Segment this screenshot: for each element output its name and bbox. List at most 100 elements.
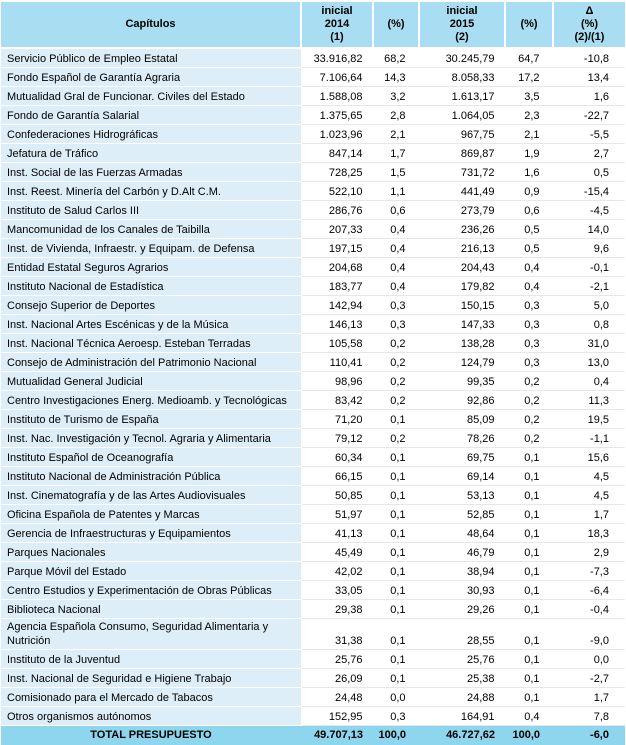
pct-2014-cell: 0,1 <box>373 410 419 429</box>
delta-cell: -9,0 <box>553 619 625 650</box>
delta-cell: 0,0 <box>553 650 625 669</box>
value-2015-cell: 138,28 <box>419 334 505 353</box>
delta-cell: 0,4 <box>553 372 625 391</box>
chapter-name-cell: Instituto Nacional de Administración Púb… <box>1 467 301 486</box>
pct-2015-cell: 0,4 <box>505 277 553 296</box>
delta-cell: 0,5 <box>553 163 625 182</box>
chapter-name-cell: Inst. Nacional Técnica Aeroesp. Esteban … <box>1 334 301 353</box>
pct-2014-cell: 0,1 <box>373 448 419 467</box>
total-label-cell: TOTAL PRESUPUESTO <box>1 726 301 745</box>
delta-cell: 1,7 <box>553 688 625 707</box>
delta-cell: 11,3 <box>553 391 625 410</box>
chapter-name-cell: Biblioteca Nacional <box>1 600 301 619</box>
value-2014-cell: 60,34 <box>301 448 373 467</box>
table-row: Mutualidad Gral de Funcionar. Civiles de… <box>1 87 625 106</box>
pct-2014-cell: 0,6 <box>373 201 419 220</box>
table-row: Inst. Reest. Minería del Carbón y D.Alt … <box>1 182 625 201</box>
value-2014-cell: 847,14 <box>301 144 373 163</box>
pct-2014-cell: 2,8 <box>373 106 419 125</box>
value-2014-cell: 197,15 <box>301 239 373 258</box>
value-2015-cell: 24,88 <box>419 688 505 707</box>
value-2014-cell: 41,13 <box>301 524 373 543</box>
table-header: Capítulos inicial 2014 (1) (%) inicial 2… <box>1 2 625 48</box>
delta-cell: -4,5 <box>553 201 625 220</box>
value-2015-cell: 38,94 <box>419 562 505 581</box>
chapter-name-cell: Mutualidad Gral de Funcionar. Civiles de… <box>1 87 301 106</box>
value-2014-cell: 110,41 <box>301 353 373 372</box>
value-2014-cell: 24,48 <box>301 688 373 707</box>
total-pct-2015-cell: 100,0 <box>505 726 553 745</box>
pct-2014-cell: 0,4 <box>373 239 419 258</box>
pct-2014-cell: 0,2 <box>373 353 419 372</box>
chapter-name-cell: Entidad Estatal Seguros Agrarios <box>1 258 301 277</box>
value-2015-cell: 1.613,17 <box>419 87 505 106</box>
pct-2015-cell: 2,3 <box>505 106 553 125</box>
value-2014-cell: 50,85 <box>301 486 373 505</box>
delta-cell: 1,7 <box>553 505 625 524</box>
chapter-name-cell: Instituto de Salud Carlos III <box>1 201 301 220</box>
value-2015-cell: 731,72 <box>419 163 505 182</box>
delta-cell: -7,3 <box>553 562 625 581</box>
total-pct-2014-cell: 100,0 <box>373 726 419 745</box>
col-header-capitulos: Capítulos <box>1 2 301 48</box>
delta-cell: 1,6 <box>553 87 625 106</box>
delta-cell: 7,8 <box>553 707 625 726</box>
table-footer: TOTAL PRESUPUESTO 49.707,13 100,0 46.727… <box>1 726 625 745</box>
pct-2014-cell: 0,1 <box>373 669 419 688</box>
value-2015-cell: 30.245,79 <box>419 48 505 68</box>
pct-2014-cell: 0,1 <box>373 467 419 486</box>
pct-2015-cell: 0,3 <box>505 315 553 334</box>
pct-2014-cell: 0,1 <box>373 486 419 505</box>
pct-2014-cell: 1,1 <box>373 182 419 201</box>
value-2014-cell: 7.106,64 <box>301 68 373 87</box>
chapter-name-cell: Parque Móvil del Estado <box>1 562 301 581</box>
pct-2015-cell: 0,1 <box>505 688 553 707</box>
delta-cell: 19,5 <box>553 410 625 429</box>
pct-2014-cell: 0,4 <box>373 277 419 296</box>
value-2015-cell: 273,79 <box>419 201 505 220</box>
value-2014-cell: 152,95 <box>301 707 373 726</box>
pct-2014-cell: 0,2 <box>373 429 419 448</box>
value-2014-cell: 204,68 <box>301 258 373 277</box>
delta-cell: 4,5 <box>553 467 625 486</box>
pct-2015-cell: 0,1 <box>505 581 553 600</box>
value-2014-cell: 142,94 <box>301 296 373 315</box>
value-2015-cell: 46,79 <box>419 543 505 562</box>
pct-2014-cell: 0,2 <box>373 391 419 410</box>
pct-2014-cell: 0,1 <box>373 562 419 581</box>
delta-cell: 4,5 <box>553 486 625 505</box>
pct-2015-cell: 0,3 <box>505 334 553 353</box>
table-row: Agencia Española Consumo, Seguridad Alim… <box>1 619 625 650</box>
value-2015-cell: 30,93 <box>419 581 505 600</box>
pct-2014-cell: 2,1 <box>373 125 419 144</box>
pct-2015-cell: 0,5 <box>505 239 553 258</box>
delta-cell: 14,0 <box>553 220 625 239</box>
chapter-name-cell: Inst. Nac. Investigación y Tecnol. Agrar… <box>1 429 301 448</box>
pct-2015-cell: 0,1 <box>505 543 553 562</box>
delta-cell: 0,8 <box>553 315 625 334</box>
pct-2014-cell: 0,1 <box>373 600 419 619</box>
table-row: Centro Investigaciones Energ. Medioamb. … <box>1 391 625 410</box>
chapter-name-cell: Consejo Superior de Deportes <box>1 296 301 315</box>
pct-2014-cell: 68,2 <box>373 48 419 68</box>
delta-cell: -22,7 <box>553 106 625 125</box>
pct-2015-cell: 17,2 <box>505 68 553 87</box>
delta-cell: 15,6 <box>553 448 625 467</box>
value-2014-cell: 79,12 <box>301 429 373 448</box>
chapter-name-cell: Mancomunidad de los Canales de Taibilla <box>1 220 301 239</box>
pct-2015-cell: 0,1 <box>505 562 553 581</box>
chapter-name-cell: Instituto de la Juventud <box>1 650 301 669</box>
delta-cell: -5,5 <box>553 125 625 144</box>
